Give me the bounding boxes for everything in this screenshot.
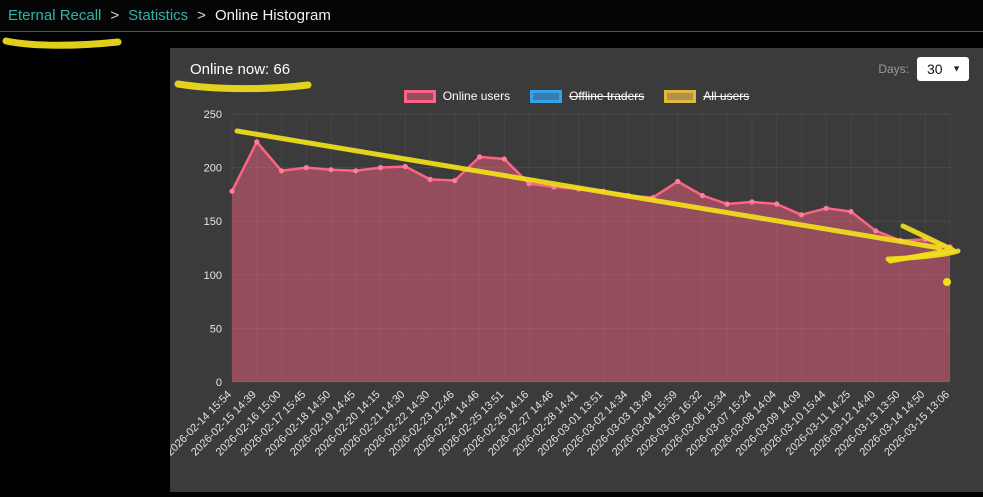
highlight-underline-brand (2, 37, 122, 49)
data-point (229, 188, 235, 194)
y-axis-tick-label: 0 (216, 377, 222, 389)
y-axis-tick-label: 250 (204, 109, 222, 121)
legend-label: Offline traders (569, 89, 645, 103)
online-now-label: Online now: 66 (190, 60, 291, 78)
data-point (897, 237, 904, 244)
y-axis-tick-label: 150 (204, 216, 222, 228)
data-point (873, 228, 879, 234)
days-control: Days: 30 ▼ (878, 57, 969, 81)
data-point (749, 199, 755, 205)
legend-label: Online users (442, 89, 511, 103)
data-point (724, 201, 730, 207)
breadcrumb-current-page: Online Histogram (214, 7, 331, 24)
legend-label: All users (703, 89, 750, 103)
breadcrumb-separator: > (197, 7, 206, 24)
data-point (427, 176, 433, 182)
legend-item-all-users[interactable]: All users (664, 89, 749, 103)
y-axis-tick-label: 100 (204, 270, 222, 282)
data-point (477, 154, 483, 160)
data-point (303, 165, 309, 171)
data-point (699, 192, 706, 199)
days-label: Days: (878, 62, 909, 76)
legend-swatch (530, 89, 563, 103)
breadcrumb-link-statistics[interactable]: Statistics (128, 7, 189, 24)
breadcrumb-link-eternal-recall[interactable]: Eternal Recall (8, 7, 102, 24)
data-point (526, 181, 532, 187)
data-point (774, 201, 780, 207)
data-point (328, 167, 334, 173)
data-point (452, 177, 458, 184)
legend-item-offline-traders[interactable]: Offline traders (530, 89, 644, 103)
series-area-online-users (232, 141, 950, 382)
y-axis-tick-label: 200 (204, 163, 222, 175)
legend-swatch (403, 89, 436, 103)
data-point (848, 209, 854, 215)
chart-svg: 0 50 100 150 200 250 2026-02-14 15:542026-02-1… (164, 109, 953, 459)
data-point (254, 139, 260, 145)
topbar: Eternal Recall > Statistics > Online His… (0, 0, 983, 32)
data-point (551, 184, 557, 190)
chart-legend: Online users Offline traders All users (170, 89, 983, 103)
legend-item-online-users[interactable]: Online users (403, 89, 511, 103)
stats-panel: Online now: 66 Days: 30 ▼ Online users Of… (164, 48, 983, 492)
y-axis-tick-label: 50 (210, 323, 222, 335)
data-point (947, 244, 953, 250)
data-point (823, 205, 829, 211)
data-point (501, 156, 507, 162)
data-point (650, 195, 656, 201)
data-point (625, 192, 631, 199)
data-point (378, 165, 384, 171)
data-point (402, 163, 408, 170)
data-point (600, 188, 606, 194)
data-point (922, 236, 928, 242)
days-select[interactable]: 30 (917, 57, 969, 81)
data-point (353, 168, 359, 174)
data-point (798, 212, 805, 218)
panel-header: Online now: 66 Days: 30 ▼ (170, 48, 983, 81)
breadcrumb-separator: > (110, 7, 120, 24)
legend-swatch (664, 89, 697, 103)
online-histogram-chart[interactable]: 0 50 100 150 200 250 2026-02-14 15:54 2026-02-1… (164, 108, 983, 492)
data-point (675, 178, 681, 185)
data-point (278, 168, 285, 174)
data-point (576, 186, 582, 192)
breadcrumb: Eternal Recall > Statistics > Online His… (8, 7, 331, 24)
